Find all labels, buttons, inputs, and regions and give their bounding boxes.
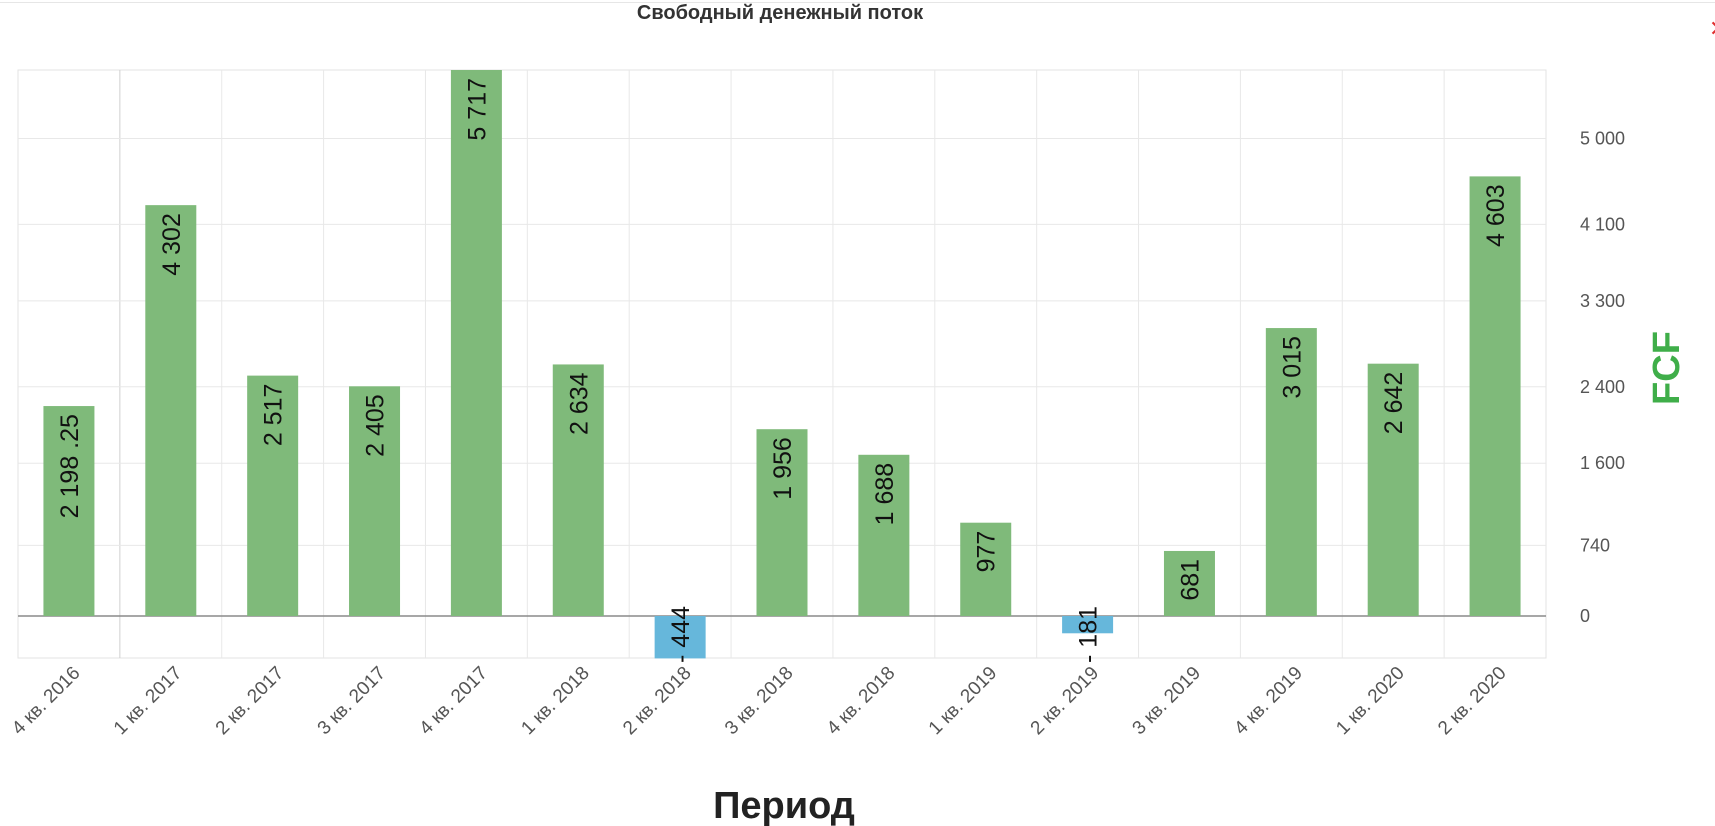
- y-tick-label: 2 400: [1580, 377, 1625, 397]
- y-tick-label: 3 300: [1580, 291, 1625, 311]
- x-tick-label: 1 кв. 2018: [517, 663, 593, 739]
- y-axis-ticks: 0 740 1 600 2 400 3 300 4 100 5 000: [1580, 128, 1625, 626]
- data-label: 2 198 .25: [56, 414, 84, 518]
- x-tick-label: 4 кв. 2018: [823, 663, 899, 739]
- x-tick-label: 2 кв. 2019: [1027, 663, 1103, 739]
- x-axis-title: Период: [713, 785, 855, 826]
- data-label: 2 405: [362, 394, 390, 457]
- chart-title: Свободный денежный поток: [636, 2, 924, 24]
- bar: [43, 406, 95, 616]
- data-label: 2 517: [260, 384, 288, 447]
- data-label: 1 688: [871, 463, 899, 526]
- bar: [654, 616, 706, 659]
- bar: [1265, 328, 1317, 616]
- x-tick-label: 2 кв. 2018: [619, 663, 695, 739]
- close-icon[interactable]: ✕: [1709, 18, 1715, 40]
- bar: [552, 364, 604, 616]
- data-label: - 181: [1075, 606, 1103, 663]
- top-border-line: [0, 2, 1715, 3]
- x-tick-label: 1 кв. 2017: [110, 663, 186, 739]
- data-label: 977: [973, 531, 1001, 573]
- x-tick-label: 4 кв. 2017: [416, 663, 492, 739]
- y-tick-label: 4 100: [1580, 214, 1625, 234]
- bar: [960, 522, 1012, 616]
- x-tick-label: 3 кв. 2017: [314, 663, 390, 739]
- y-tick-label: 5 000: [1580, 128, 1625, 148]
- x-axis-ticks: 4 кв. 2016 1 кв. 2017 2 кв. 2017 3 кв. 2017…: [8, 663, 1511, 739]
- bar: [349, 386, 401, 616]
- x-tick-label: 3 кв. 2018: [721, 663, 797, 739]
- bar: [1367, 363, 1419, 616]
- data-label: - 444: [667, 606, 695, 663]
- data-label-layer: 2 198 .25 4 302 2 517 2 405 5 717 2 634 - 444 1…: [56, 78, 1510, 663]
- x-tick-label: 2 кв. 2020: [1434, 663, 1510, 739]
- data-label: 4 302: [158, 213, 186, 276]
- bar: [1469, 176, 1521, 617]
- bar: [1163, 550, 1215, 616]
- bar: [247, 375, 299, 616]
- x-tick-label: 2 кв. 2017: [212, 663, 288, 739]
- data-label: 5 717: [463, 78, 491, 141]
- x-tick-label: 3 кв. 2019: [1129, 663, 1205, 739]
- x-tick-label: 1 кв. 2019: [925, 663, 1001, 739]
- bar-layer: [43, 70, 1521, 659]
- data-label: 4 603: [1482, 184, 1510, 247]
- x-tick-label: 4 кв. 2019: [1230, 663, 1306, 739]
- data-label: 1 956: [769, 437, 797, 500]
- data-label: 3 015: [1278, 336, 1306, 399]
- y-tick-label: 0: [1580, 606, 1590, 626]
- data-label: 2 634: [565, 372, 593, 435]
- y-axis-title: FCF: [1646, 331, 1688, 405]
- bar: [858, 454, 910, 616]
- bar: [756, 429, 808, 616]
- bar: [145, 205, 197, 617]
- x-tick-label: 1 кв. 2020: [1332, 663, 1408, 739]
- x-tick-label: 4 кв. 2016: [8, 663, 84, 739]
- data-label: 2 642: [1380, 372, 1408, 435]
- bar: [1062, 616, 1114, 634]
- plot-frame: [17, 69, 1547, 659]
- y-tick-label: 1 600: [1580, 453, 1625, 473]
- bar: [450, 70, 502, 616]
- data-label: 681: [1176, 559, 1204, 601]
- y-tick-label: 740: [1580, 535, 1610, 555]
